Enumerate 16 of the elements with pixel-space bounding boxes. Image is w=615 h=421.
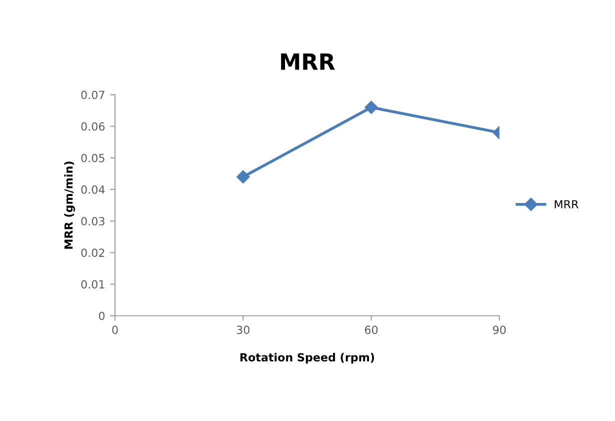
x-axis-title: Rotation Speed (rpm)	[240, 352, 374, 364]
y-tick-label: 0.03	[81, 217, 104, 226]
y-tick-label: 0.07	[81, 90, 104, 100]
y-tick-label: 0.02	[81, 248, 104, 257]
y-tick-label: 0.06	[81, 122, 105, 131]
chart-title: MRR	[281, 54, 335, 70]
y-axis-title: MRR (gm/min)	[64, 162, 75, 249]
y-tick-label: 0.04	[81, 185, 105, 194]
x-tick-label: 90	[493, 326, 506, 334]
x-tick-label: 60	[364, 326, 378, 334]
legend-label: MRR	[554, 200, 578, 208]
x-tick-label: 30	[236, 326, 250, 334]
y-tick-label: 0.01	[81, 280, 104, 289]
y-tick-label: 0	[98, 312, 105, 320]
x-tick-label: 0	[112, 326, 118, 334]
y-tick-label: 0.05	[81, 154, 104, 162]
